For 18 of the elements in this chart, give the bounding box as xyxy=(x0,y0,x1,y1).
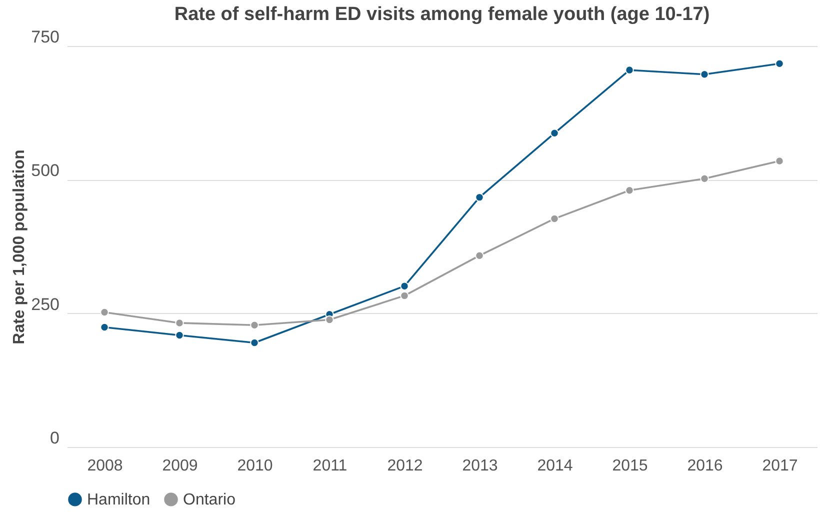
x-tick-label: 2011 xyxy=(312,458,348,474)
x-tick-label: 2016 xyxy=(687,458,723,474)
legend-label: Ontario xyxy=(183,491,236,508)
y-tick-label: 0 xyxy=(50,428,60,448)
y-tick-label: 250 xyxy=(31,294,60,314)
legend-label: Hamilton xyxy=(87,491,150,508)
x-tick-label: 2009 xyxy=(162,458,198,474)
y-tick-label: 750 xyxy=(31,28,60,46)
x-tick-label: 2010 xyxy=(237,458,273,474)
x-tick-label: 2013 xyxy=(462,458,498,474)
x-tick-label: 2017 xyxy=(762,458,798,474)
chart-title: Rate of self-harm ED visits among female youth (age 10-17) xyxy=(174,4,710,25)
x-tick-label: 2012 xyxy=(387,458,423,474)
x-tick-label: 2014 xyxy=(537,458,573,474)
x-tick-label: 2015 xyxy=(612,458,648,474)
y-axis-title: Rate per 1,000 population xyxy=(11,150,28,344)
x-tick-label: 2008 xyxy=(87,458,123,474)
y-tick-label: 500 xyxy=(31,161,60,180)
